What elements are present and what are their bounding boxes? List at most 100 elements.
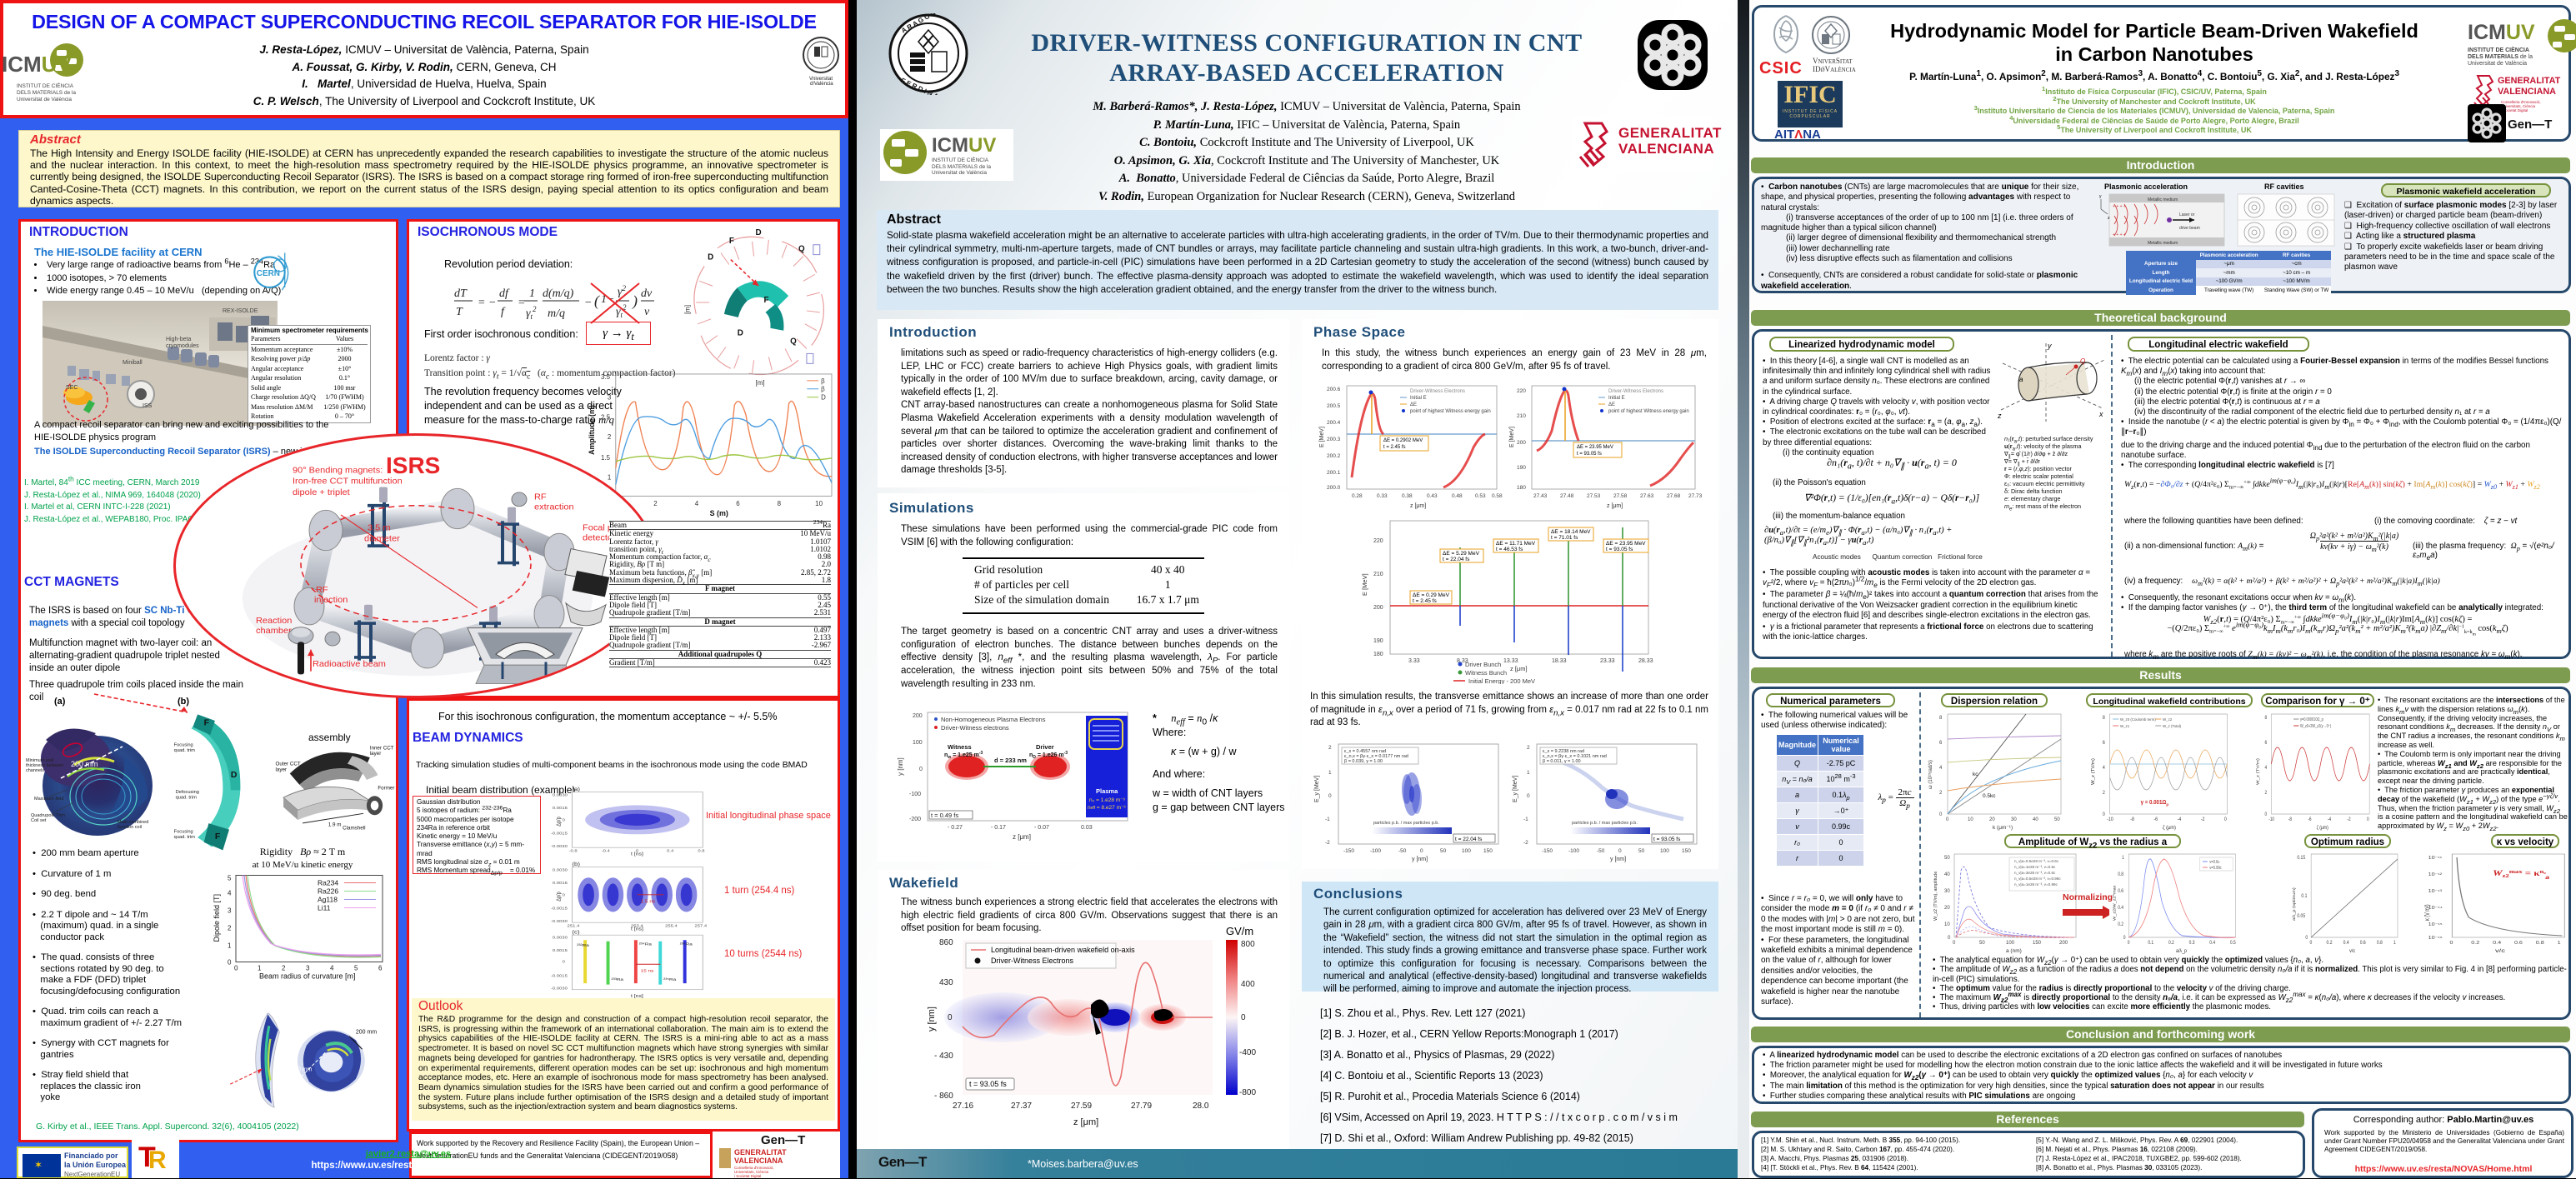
svg-text:Amplitude (m): Amplitude (m) xyxy=(588,405,596,455)
svg-text:ζ (μm): ζ (μm) xyxy=(2317,826,2328,832)
svg-text:2: 2 xyxy=(282,965,286,972)
svg-text:z: z xyxy=(2108,216,2110,221)
svg-text:210: 210 xyxy=(1373,572,1383,577)
svg-text:860: 860 xyxy=(939,938,953,947)
svg-text:0.28: 0.28 xyxy=(1352,493,1363,499)
svg-text:800: 800 xyxy=(1241,940,1255,949)
svg-text:t = 46.53 fs: t = 46.53 fs xyxy=(1496,547,1523,552)
svg-text:particles p.b. / max particles: particles p.b. / max particles p.b. xyxy=(1373,821,1439,826)
svg-text:50: 50 xyxy=(2054,817,2060,822)
svg-text:particles p.b. / max particles: particles p.b. / max particles p.b. xyxy=(1572,821,1638,826)
svg-text:y: y xyxy=(2047,342,2052,350)
svg-text:t = 71.01 fs: t = 71.01 fs xyxy=(1551,535,1578,541)
svg-text:0: 0 xyxy=(636,849,638,853)
svg-text:0: 0 xyxy=(228,959,232,967)
svg-text:v/c: v/c xyxy=(2495,947,2505,953)
svg-text:27.79: 27.79 xyxy=(1131,1102,1152,1111)
svg-text:253.4: 253.4 xyxy=(631,924,643,928)
svg-text:F: F xyxy=(204,719,209,728)
svg-text:W_z (TV/m): W_z (TV/m) xyxy=(2256,758,2260,785)
svg-text:0.6: 0.6 xyxy=(2360,941,2366,947)
svg-text:100: 100 xyxy=(913,740,923,746)
svg-text:0: 0 xyxy=(563,893,565,897)
svg-text:quad. trim: quad. trim xyxy=(174,835,195,840)
svg-text:100: 100 xyxy=(1660,848,1669,854)
svg-text:ΔE = 0.29 MeV: ΔE = 0.29 MeV xyxy=(1413,592,1450,598)
svg-text:-100: -100 xyxy=(1370,848,1381,854)
svg-text:Clamshell: Clamshell xyxy=(343,826,365,832)
svg-text:1: 1 xyxy=(2558,941,2562,946)
svg-text:Radioactive beam: Radioactive beam xyxy=(313,659,386,669)
svg-text:0.05: 0.05 xyxy=(2297,914,2305,920)
svg-text:y [nm]: y [nm] xyxy=(1610,857,1626,862)
svg-text:-10: -10 xyxy=(2107,817,2113,822)
svg-text:0.48: 0.48 xyxy=(1452,493,1463,499)
svg-text:18.33: 18.33 xyxy=(1552,658,1567,664)
svg-text:27.68: 27.68 xyxy=(1667,493,1681,499)
svg-text:extraction: extraction xyxy=(534,502,574,512)
svg-text:190: 190 xyxy=(1373,638,1383,644)
svg-text:z [μm]: z [μm] xyxy=(1607,503,1623,509)
svg-text:0.58: 0.58 xyxy=(1492,493,1503,499)
svg-text:D: D xyxy=(231,771,238,780)
svg-text:0: 0 xyxy=(2449,941,2453,946)
svg-text:Minimum wall: Minimum wall xyxy=(26,758,53,763)
svg-text:4: 4 xyxy=(695,500,699,507)
svg-text:0: 0 xyxy=(2224,817,2227,822)
svg-text:D: D xyxy=(708,253,713,262)
svg-text:ΔE: ΔE xyxy=(1410,402,1417,407)
svg-text:0.5: 0.5 xyxy=(2230,941,2236,947)
svg-text:²³⁶Ra: ²³⁶Ra xyxy=(680,942,693,947)
svg-text:0: 0 xyxy=(1618,848,1622,854)
svg-text:REX-ISOLDE: REX-ISOLDE xyxy=(223,308,258,314)
svg-text:0: 0 xyxy=(1953,941,1956,946)
svg-text:180: 180 xyxy=(1373,652,1383,657)
svg-text:y [nm]: y [nm] xyxy=(897,757,904,776)
svg-text:(a): (a) xyxy=(572,787,580,792)
svg-text:layer: layer xyxy=(276,767,288,772)
svg-text:=: = xyxy=(518,297,525,309)
svg-text:0.4: 0.4 xyxy=(2118,906,2123,912)
svg-text:ε_x = 0.4557 nm rad: ε_x = 0.4557 nm rad xyxy=(1344,749,1386,754)
svg-text:Q: Q xyxy=(790,337,797,347)
svg-text:v: v xyxy=(644,306,650,318)
svg-text:Metallic medium: Metallic medium xyxy=(2148,197,2178,202)
svg-text:0.4: 0.4 xyxy=(2493,941,2502,946)
svg-text:Outer CCT: Outer CCT xyxy=(276,762,301,767)
svg-text:-150: -150 xyxy=(1343,848,1354,854)
svg-text:γ2: γ2 xyxy=(618,284,627,298)
svg-text:2: 2 xyxy=(1939,791,1943,796)
svg-text:F: F xyxy=(215,832,220,842)
svg-text:20: 20 xyxy=(1944,906,1950,911)
svg-text:W_z0 (Coulomb term): W_z0 (Coulomb term) xyxy=(2120,717,2156,722)
svg-text:Initial Energy - 200 MeV: Initial Energy - 200 MeV xyxy=(1468,677,1535,684)
svg-text:1: 1 xyxy=(2393,941,2396,947)
svg-text:5: 5 xyxy=(228,875,232,882)
svg-text:200: 200 xyxy=(2059,941,2068,946)
svg-text:0: 0 xyxy=(1939,812,1943,817)
svg-text:Ra226: Ra226 xyxy=(318,887,338,896)
svg-text:β: β xyxy=(821,377,825,385)
svg-text:- 430: - 430 xyxy=(934,1052,953,1061)
svg-text:z [μm]: z [μm] xyxy=(1013,833,1031,841)
svg-text:Non-Homogeneous Plasma Electro: Non-Homogeneous Plasma Electrons xyxy=(941,716,1046,723)
svg-text:255.4: 255.4 xyxy=(665,924,678,928)
svg-text:-800: -800 xyxy=(1239,1088,1256,1097)
svg-text:0: 0 xyxy=(234,965,238,972)
svg-text:0: 0 xyxy=(563,960,565,964)
svg-text:W_z2/W_z2^max: W_z2/W_z2^max xyxy=(2113,885,2117,921)
svg-text:27.37: 27.37 xyxy=(1011,1102,1032,1111)
svg-text:W_z (TV/m): W_z (TV/m) xyxy=(2091,758,2096,785)
svg-text:0.8: 0.8 xyxy=(2536,941,2545,946)
svg-text:23.33: 23.33 xyxy=(1600,658,1615,664)
svg-text:ΔE: ΔE xyxy=(1608,402,1615,407)
svg-text:28.33: 28.33 xyxy=(1638,658,1653,664)
svg-text:0.38: 0.38 xyxy=(1402,493,1413,499)
svg-text:-0.4: -0.4 xyxy=(602,849,610,853)
svg-text:1: 1 xyxy=(1527,770,1530,776)
svg-text:50: 50 xyxy=(1944,856,1950,861)
svg-text:Driver Bunch: Driver Bunch xyxy=(1465,661,1501,668)
svg-text:- 0.17: - 0.17 xyxy=(991,825,1006,831)
svg-text:6: 6 xyxy=(378,965,383,972)
svg-text:0: 0 xyxy=(948,1013,953,1022)
